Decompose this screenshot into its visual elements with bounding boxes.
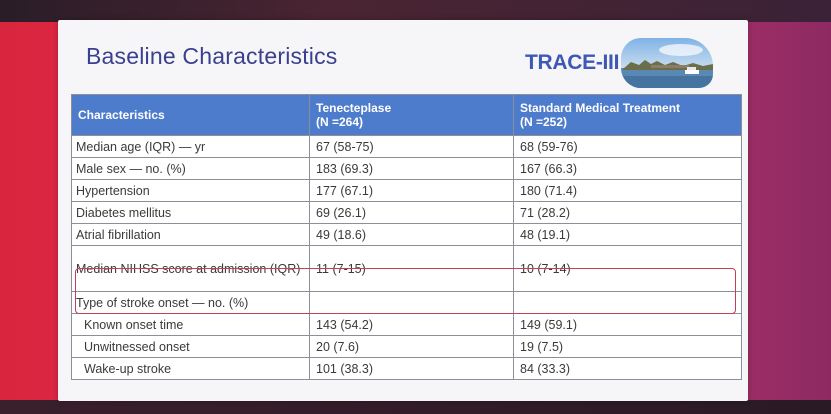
tenecteplase-value: 101 (38.3) [309,357,514,380]
header-characteristics: Characteristics [71,94,310,136]
bottom-edge [0,400,831,414]
tenecteplase-value: 177 (67.1) [309,179,514,202]
header-tenecteplase: Tenecteplase (N =264) [309,94,514,136]
row-label: Unwitnessed onset [71,335,310,358]
table-row: Unwitnessed onset 20 (7.6) 19 (7.5) [71,335,742,358]
table-row: Male sex — no. (%) 183 (69.3) 167 (66.3) [71,157,742,180]
baseline-characteristics-table: Characteristics Tenecteplase (N =264) St… [71,94,742,380]
header-tenecteplase-name: Tenecteplase [316,101,392,115]
row-label: Hypertension [71,179,310,202]
smt-value [513,291,742,314]
table-row: Median age (IQR) — yr 67 (58-75) 68 (59-… [71,135,742,158]
tenecteplase-value: 11 (7-15) [309,245,514,292]
table-row: Atrial fibrillation 49 (18.6) 48 (19.1) [71,223,742,246]
row-label: Atrial fibrillation [71,223,310,246]
header-smt-name: Standard Medical Treatment [520,101,681,115]
header-tenecteplase-n: (N =264) [316,115,364,129]
table-row: Wake-up stroke 101 (38.3) 84 (33.3) [71,357,742,380]
row-label: Median age (IQR) — yr [71,135,310,158]
smt-value: 180 (71.4) [513,179,742,202]
tenecteplase-value: 143 (54.2) [309,313,514,336]
row-label: Male sex — no. (%) [71,157,310,180]
tenecteplase-value: 49 (18.6) [309,223,514,246]
top-edge [0,0,831,22]
smt-value: 68 (59-76) [513,135,742,158]
row-label: Median NIHSS score at admission (IQR) [71,245,310,292]
skyline-picture-icon [621,38,714,88]
smt-value: 84 (33.3) [513,357,742,380]
tenecteplase-value: 183 (69.3) [309,157,514,180]
smt-value: 19 (7.5) [513,335,742,358]
header-smt-n: (N =252) [520,115,568,129]
row-label: Wake-up stroke [71,357,310,380]
row-label: Known onset time [71,313,310,336]
table-row: Known onset time 143 (54.2) 149 (59.1) [71,313,742,336]
smt-value: 48 (19.1) [513,223,742,246]
tenecteplase-value: 20 (7.6) [309,335,514,358]
smt-value: 167 (66.3) [513,157,742,180]
trial-logo: TRACE-III [525,38,714,88]
city-skyline-image [621,38,714,88]
tenecteplase-value: 67 (58-75) [309,135,514,158]
header-standard-medical-treatment: Standard Medical Treatment (N =252) [513,94,742,136]
baseline-table-container: Characteristics Tenecteplase (N =264) St… [71,94,742,380]
table-row: Diabetes mellitus 69 (26.1) 71 (28.2) [71,201,742,224]
smt-value: 10 (7-14) [513,245,742,292]
slide-title: Baseline Characteristics [86,43,338,69]
tenecteplase-value: 69 (26.1) [309,201,514,224]
table-row: Hypertension 177 (67.1) 180 (71.4) [71,179,742,202]
presentation-slide: Baseline Characteristics TRACE-III [58,20,748,401]
smt-value: 149 (59.1) [513,313,742,336]
smt-value: 71 (28.2) [513,201,742,224]
table-row: Type of stroke onset — no. (%) [71,291,742,314]
tenecteplase-value [309,291,514,314]
row-label: Diabetes mellitus [71,201,310,224]
logo-text: TRACE-III [525,51,620,74]
table-header-row: Characteristics Tenecteplase (N =264) St… [71,94,742,136]
row-label: Type of stroke onset — no. (%) [71,291,310,314]
table-row-highlighted: Median NIHSS score at admission (IQR) 11… [71,245,742,292]
